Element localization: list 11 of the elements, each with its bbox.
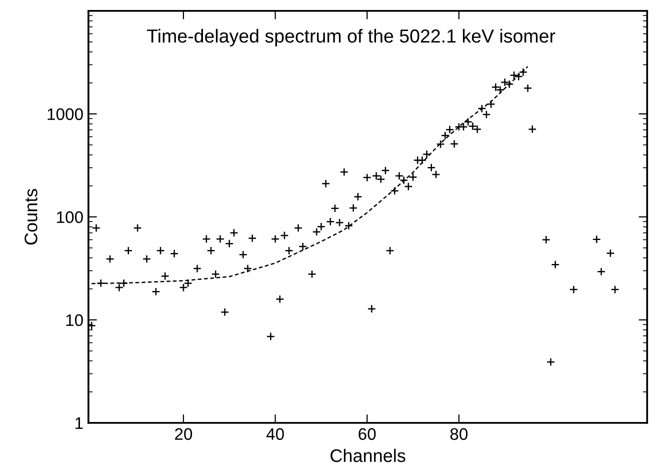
x-tick-label: 20 xyxy=(175,428,192,440)
y-tick-label: 1000 xyxy=(48,108,83,120)
x-tick-label: 80 xyxy=(450,428,468,440)
y-axis-title: Counts xyxy=(24,188,38,245)
text: Time-delayed spectrum of the 5022.1 keV isomer xyxy=(147,28,556,46)
y-tick-label: 1 xyxy=(76,417,83,429)
y-tick-label: 10 xyxy=(66,314,83,326)
x-tick-label: 60 xyxy=(358,428,376,440)
y-tick-label: 100 xyxy=(57,211,83,224)
x-axis-title: Channels xyxy=(330,448,406,462)
x-tick-label: 40 xyxy=(266,428,284,440)
